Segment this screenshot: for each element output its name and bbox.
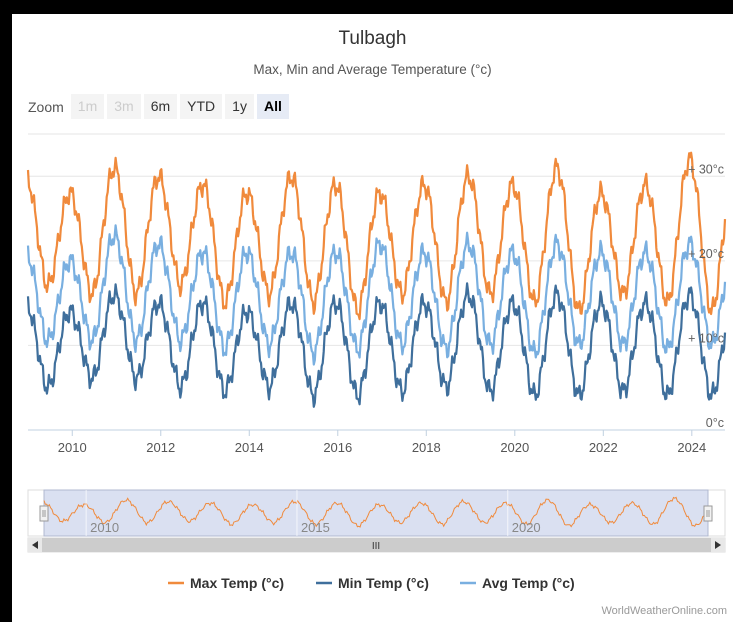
legend: Max Temp (°c) Min Temp (°c) Avg Temp (°c) [168,575,575,591]
handle-body [39,505,49,522]
y-axis: 0°c + 10°c + 20°c + 30°c [688,162,724,430]
navigator-label: 2015 [301,520,330,535]
chart-title: Tulbagh [338,28,407,49]
chart-subtitle: Max, Min and Average Temperature (°c) [253,62,492,77]
y-tick-label: + 30°c [688,162,724,176]
scroll-left-arrow-icon [32,541,38,549]
legend-label: Avg Temp (°c) [482,575,575,591]
chart-panel: Tulbagh Max, Min and Average Temperature… [12,14,733,622]
legend-label: Min Temp (°c) [338,575,429,591]
handle-body [703,505,713,522]
zoom-1y-button[interactable]: 1y [225,94,254,119]
legend-item-avg[interactable]: Avg Temp (°c) [460,575,575,591]
navigator-scrollbar[interactable]: III [27,537,726,553]
grid-lines [28,133,725,431]
avg-temp-line [26,224,727,366]
scroll-right-arrow-icon [715,541,721,549]
navigator-label: 2020 [512,520,541,535]
x-tick-label: 2014 [235,440,264,455]
plot-area [26,151,727,408]
min-temp-line [26,282,727,408]
y-tick-label: 0°c [706,416,724,430]
scrollbar-thumb [42,538,711,552]
x-tick-label: 2018 [412,440,441,455]
zoom-all-button[interactable]: All [256,94,289,119]
x-tick-label: 2012 [146,440,175,455]
max-temp-line [26,151,727,321]
x-tick-label: 2016 [323,440,352,455]
navigator-label: 2010 [90,520,119,535]
navigator-left-handle[interactable] [39,505,49,522]
x-tick-label: 2022 [589,440,618,455]
zoom-3m-button[interactable]: 3m [107,94,141,119]
chart-canvas: 2010 2012 2014 2016 2018 2020 2022 2024 0°c + 10… [26,133,727,591]
navigator[interactable]: 2010 2015 2020 III [27,489,726,553]
legend-label: Max Temp (°c) [190,575,284,591]
x-tick-label: 2024 [677,440,706,455]
navigator-right-handle[interactable] [703,505,713,522]
y-tick-label: + 10°c [688,331,724,345]
y-tick-label: + 20°c [688,247,724,261]
credit-link[interactable]: WorldWeatherOnline.com [601,605,727,617]
navigator-series [43,496,709,528]
zoom-6m-button[interactable]: 6m [143,94,178,119]
zoom-label: Zoom [28,98,64,115]
legend-item-min[interactable]: Min Temp (°c) [316,575,429,591]
x-axis: 2010 2012 2014 2016 2018 2020 2022 2024 [58,430,706,455]
navigator-selection [43,489,709,537]
x-tick-label: 2010 [58,440,87,455]
scrollbar-grip: III [372,541,380,552]
legend-item-max[interactable]: Max Temp (°c) [168,575,284,591]
range-selector: Zoom 1m 3m 6m YTD 1y All [28,94,289,119]
zoom-1m-button[interactable]: 1m [70,94,105,119]
x-tick-label: 2020 [500,440,529,455]
zoom-ytd-button[interactable]: YTD [180,94,223,119]
